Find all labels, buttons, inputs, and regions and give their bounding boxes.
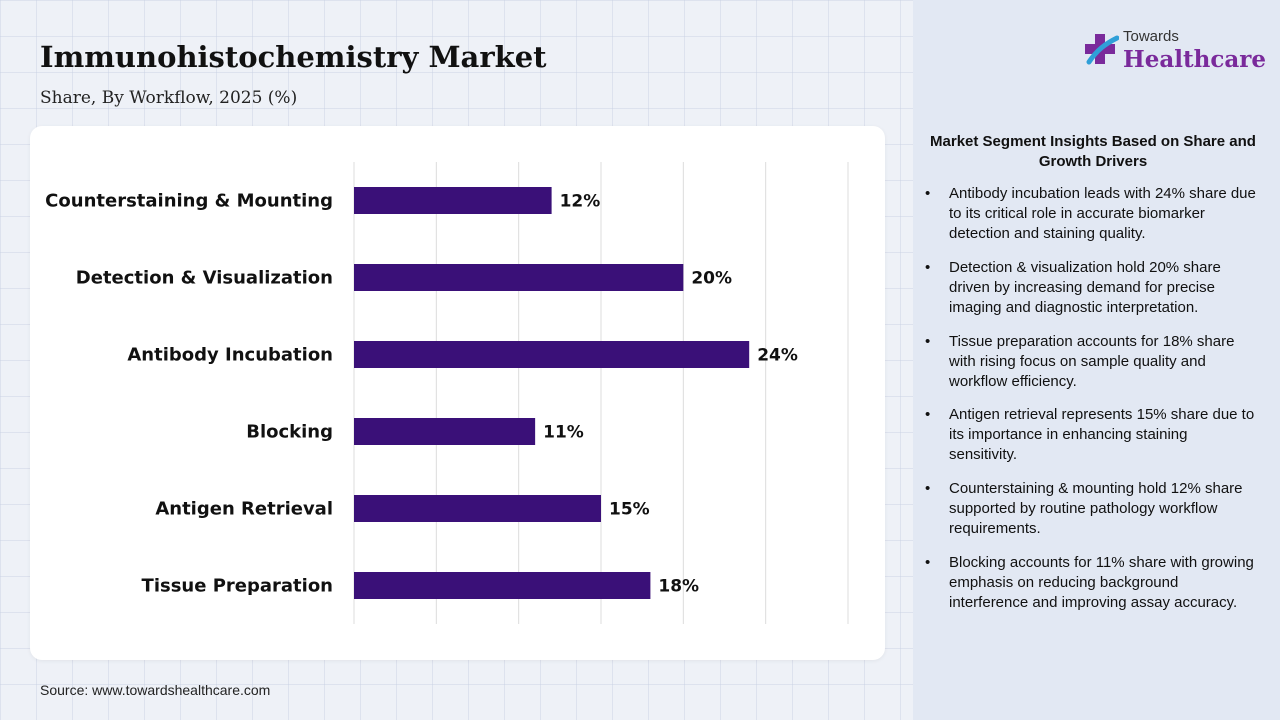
insight-text: Blocking accounts for 11% share with gro… [949,554,1254,611]
logo-top-text: Towards [1123,28,1179,45]
bar [354,418,536,445]
bullet-icon: • [925,554,931,572]
chart-card: Counterstaining & Mounting 12% Detection &… [30,126,885,660]
page-subtitle: Share, By Workflow, 2025 (%) [40,88,298,108]
insight-item: • Detection & visualization hold 20% shar… [923,258,1258,318]
insight-item: • Tissue preparation accounts for 18% sha… [923,332,1258,392]
value-label: 11% [543,423,584,443]
bullet-icon: • [925,185,931,202]
bullet-icon: • [925,480,931,498]
value-label: 24% [757,346,798,366]
medical-cross-icon [1085,34,1119,65]
bar [354,572,651,599]
value-label: 12% [560,192,601,212]
insight-text: Counterstaining & mounting hold 12% shar… [949,480,1243,538]
value-label: 18% [658,577,699,597]
bar [354,495,601,522]
bar [354,187,552,214]
category-label: Counterstaining & Mounting [45,191,333,212]
insight-item: • Antibody incubation leads with 24% shar… [923,184,1258,244]
insights-list: • Antibody incubation leads with 24% shar… [923,184,1258,627]
category-label: Antibody Incubation [127,345,333,366]
category-label: Antigen Retrieval [155,499,333,520]
logo-main-text: Healthcare [1123,46,1267,73]
source-note: Source: www.towardshealthcare.com [40,682,271,698]
insight-text: Antibody incubation leads with 24% share… [949,185,1256,242]
value-label: 20% [691,269,732,289]
bullet-icon: • [925,258,931,276]
insight-text: Detection & visualization hold 20% share… [949,258,1221,316]
bar [354,264,684,291]
insight-text: Tissue preparation accounts for 18% shar… [949,332,1235,390]
insight-item: • Antigen retrieval represents 15% share … [923,405,1258,465]
category-label: Detection & Visualization [76,268,333,289]
bullet-icon: • [925,406,931,424]
insight-text: Antigen retrieval represents 15% share d… [949,406,1255,464]
insights-panel: Towards Healthcare Market Segment Insigh… [913,0,1280,720]
bullet-icon: • [925,332,931,350]
brand-logo[interactable]: Towards Healthcare [1083,28,1267,78]
value-label: 15% [609,500,650,520]
page-title: Immunohistochemistry Market [40,40,547,74]
category-label: Tissue Preparation [142,576,333,597]
bar-chart: Counterstaining & Mounting 12% Detection &… [45,162,849,624]
bar [354,341,750,368]
category-label: Blocking [246,422,333,443]
insights-title: Market Segment Insights Based on Share a… [930,133,1256,171]
insight-item: • Blocking accounts for 11% share with gr… [923,553,1258,613]
insight-item: • Counterstaining & mounting hold 12% sha… [923,479,1258,539]
